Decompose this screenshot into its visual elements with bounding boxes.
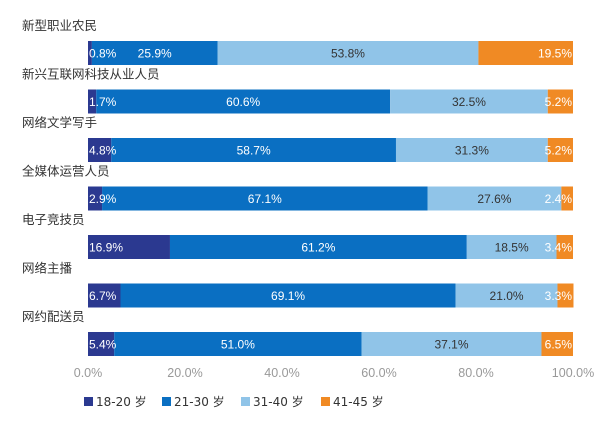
- data-label: 58.7%: [237, 144, 271, 158]
- bar-segment: [88, 89, 97, 114]
- bar-segment: [547, 138, 573, 162]
- data-label: 6.5%: [545, 338, 573, 352]
- bar-segment: [557, 283, 574, 308]
- data-label: 2.4%: [545, 192, 573, 206]
- bar-segment: [427, 186, 562, 211]
- bar-segment: [466, 235, 557, 259]
- category-label: 电子竞技员: [22, 212, 85, 227]
- data-label: 5.4%: [89, 338, 117, 352]
- bar-segment: [88, 138, 112, 162]
- bar-segment: [111, 138, 396, 162]
- data-label: 2.9%: [89, 192, 117, 206]
- bar-segment: [96, 89, 391, 114]
- bar-segment: [169, 235, 467, 259]
- legend-swatch: [162, 397, 171, 406]
- bar-segment: [541, 332, 573, 356]
- data-label: 16.9%: [89, 241, 123, 255]
- legend-swatch: [84, 397, 93, 406]
- data-label: 5.2%: [545, 144, 573, 158]
- bar-segment: [561, 186, 573, 211]
- data-label: 3.4%: [545, 241, 573, 255]
- category-label: 网络主播: [22, 261, 73, 276]
- data-label: 37.1%: [434, 338, 468, 352]
- data-label: 61.2%: [301, 241, 335, 255]
- bar-segment: [91, 41, 218, 65]
- bar-segment: [455, 283, 558, 308]
- bar-segment: [120, 283, 456, 308]
- category-label: 全媒体运营人员: [22, 164, 110, 179]
- bar-segment: [102, 186, 428, 211]
- legend-swatch: [241, 397, 250, 406]
- bar-segment: [390, 89, 548, 114]
- bar-segment: [547, 89, 573, 114]
- data-label: 21.0%: [490, 289, 524, 303]
- bar-segment: [88, 332, 115, 356]
- data-label: 3.3%: [545, 289, 573, 303]
- bar-segment: [395, 138, 548, 162]
- legend-label: 31-40 岁: [253, 394, 304, 409]
- x-tick-label: 40.0%: [264, 366, 299, 380]
- data-label: 19.5%: [538, 47, 572, 61]
- data-label: 5.2%: [545, 95, 573, 109]
- bar-segment: [88, 283, 121, 308]
- data-label: 51.0%: [221, 338, 255, 352]
- data-label: 0.8%: [89, 47, 117, 61]
- bar-segment: [114, 332, 362, 356]
- bar-segment: [88, 235, 170, 259]
- category-label: 新兴互联网科技从业人员: [22, 67, 160, 82]
- legend-item: 41-45 岁: [321, 394, 384, 409]
- data-label: 60.6%: [226, 95, 260, 109]
- bar-segment: [361, 332, 542, 356]
- data-label: 25.9%: [138, 47, 172, 61]
- data-label: 67.1%: [248, 192, 282, 206]
- bar-segment: [478, 41, 573, 65]
- data-label: 32.5%: [452, 95, 486, 109]
- category-label: 新型职业农民: [22, 18, 97, 33]
- data-label: 1.7%: [89, 95, 117, 109]
- data-label: 6.7%: [89, 289, 117, 303]
- bar-segment: [88, 41, 92, 65]
- legend-item: 18-20 岁: [84, 394, 147, 409]
- legend-swatch: [321, 397, 330, 406]
- data-label: 53.8%: [331, 47, 365, 61]
- x-tick-label: 80.0%: [458, 366, 493, 380]
- x-tick-label: 20.0%: [167, 366, 202, 380]
- legend-item: 31-40 岁: [241, 394, 304, 409]
- category-label: 网络文学写手: [22, 115, 97, 130]
- x-tick-label: 0.0%: [74, 366, 103, 380]
- x-tick-label: 100.0%: [552, 366, 594, 380]
- legend-label: 41-45 岁: [333, 394, 384, 409]
- data-label: 18.5%: [495, 241, 529, 255]
- bar-segment: [556, 235, 573, 259]
- data-label: 31.3%: [455, 144, 489, 158]
- data-label: 27.6%: [477, 192, 511, 206]
- category-label: 网约配送员: [22, 309, 85, 324]
- legend-label: 21-30 岁: [174, 394, 225, 409]
- legend-label: 18-20 岁: [96, 394, 147, 409]
- x-tick-label: 60.0%: [361, 366, 396, 380]
- data-label: 4.8%: [89, 144, 117, 158]
- legend-item: 21-30 岁: [162, 394, 225, 409]
- bar-segment: [88, 186, 103, 211]
- bar-segment: [217, 41, 479, 65]
- data-label: 69.1%: [271, 289, 305, 303]
